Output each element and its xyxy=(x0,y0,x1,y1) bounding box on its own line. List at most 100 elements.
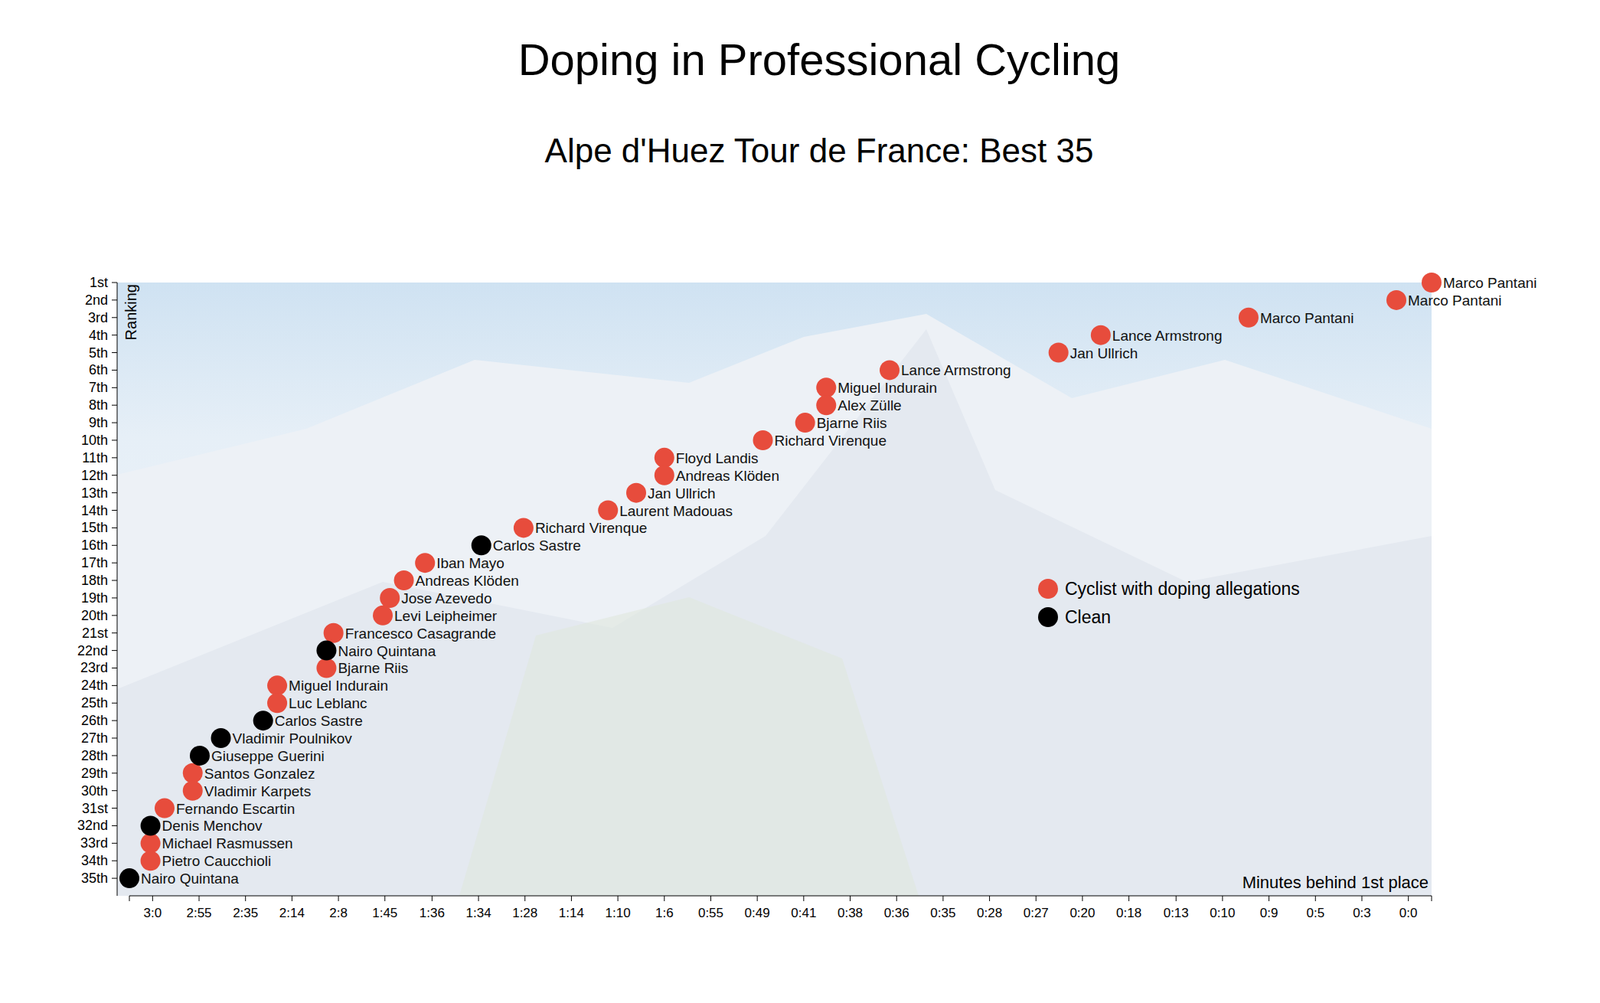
cyclist-name: Andreas Klöden xyxy=(415,572,520,589)
y-tick xyxy=(111,614,118,616)
x-tick-label: 0:10 xyxy=(1209,905,1235,921)
cyclist-name: Michael Rasmussen xyxy=(162,835,294,852)
y-tick-label: 24th xyxy=(81,677,108,693)
cyclist-name: Floyd Landis xyxy=(675,450,759,467)
y-tick xyxy=(111,299,118,301)
y-tick-label: 5th xyxy=(88,345,108,361)
x-tick-label: 0:36 xyxy=(884,905,910,921)
x-axis-line xyxy=(129,895,1432,897)
mountain xyxy=(117,313,1432,896)
x-tick xyxy=(1407,895,1409,902)
cyclist-name: Santos Gonzalez xyxy=(204,765,316,782)
cyclist-name: Miguel Indurain xyxy=(837,379,938,396)
y-tick xyxy=(111,527,118,529)
y-tick-label: 28th xyxy=(81,747,108,764)
x-tick xyxy=(1221,895,1223,902)
subtitle: Alpe d'Huez Tour de France: Best 35 xyxy=(545,131,1094,170)
x-tick-label: 1:36 xyxy=(419,905,445,921)
cyclist-point xyxy=(182,780,203,801)
x-tick-label: 2:35 xyxy=(232,905,258,921)
y-tick xyxy=(111,474,118,476)
cyclist-name: Miguel Indurain xyxy=(288,677,389,694)
y-tick-label: 27th xyxy=(81,730,108,746)
x-tick-label: 3:0 xyxy=(143,905,163,921)
cyclist-point xyxy=(211,728,232,748)
x-tick-label: 0:18 xyxy=(1116,905,1142,921)
x-tick-label: 0:38 xyxy=(837,905,863,921)
y-tick-label: 17th xyxy=(81,555,108,571)
y-tick-label: 6th xyxy=(88,362,108,378)
cyclist-name: Marco Pantani xyxy=(1260,310,1355,327)
cyclist-point xyxy=(140,832,161,853)
x-tick xyxy=(803,895,804,902)
y-tick-label: 34th xyxy=(81,852,108,869)
cyclist-name: Lance Armstrong xyxy=(1112,327,1223,344)
cyclist-point xyxy=(1238,307,1259,328)
x-tick-label: 1:28 xyxy=(512,905,538,921)
cyclist-point xyxy=(654,465,675,486)
x-tick-label: 1:14 xyxy=(558,905,585,921)
legend-label: Cyclist with doping allegations xyxy=(1064,578,1300,599)
y-tick xyxy=(111,562,118,564)
y-tick-label: 23rd xyxy=(80,659,108,676)
axes: 3:02:552:352:142:81:451:361:341:281:141:… xyxy=(77,274,1432,921)
cyclist-name: Carlos Sastre xyxy=(493,537,582,554)
x-tick xyxy=(710,895,712,902)
y-tick xyxy=(111,334,118,336)
x-tick-label: 2:14 xyxy=(279,905,305,921)
y-tick xyxy=(111,404,118,406)
cyclist-name: Francesco Casagrande xyxy=(345,625,497,642)
x-tick-label: 0:3 xyxy=(1352,905,1372,921)
x-tick-label: 2:55 xyxy=(186,905,212,921)
x-tick xyxy=(291,895,293,902)
y-tick-label: 12th xyxy=(81,467,108,484)
y-tick xyxy=(111,492,118,494)
y-tick xyxy=(111,580,118,582)
y-tick xyxy=(111,754,118,756)
cyclist-point xyxy=(189,745,210,766)
cyclist-name: Vladimir Poulnikov xyxy=(232,730,353,747)
cyclist-name: Fernando Escartin xyxy=(176,800,295,817)
y-tick xyxy=(111,649,118,651)
cyclist-point xyxy=(1421,272,1442,293)
y-tick xyxy=(111,807,118,809)
x-tick-label: 0:13 xyxy=(1163,905,1189,921)
cyclist-point xyxy=(816,395,836,415)
cyclist-point xyxy=(626,483,647,503)
cyclist-name: Iban Mayo xyxy=(436,555,505,572)
y-tick xyxy=(111,316,118,318)
x-tick xyxy=(1315,895,1316,902)
x-axis-end xyxy=(129,895,131,902)
y-tick xyxy=(111,685,118,686)
y-tick xyxy=(111,737,118,739)
y-tick xyxy=(111,702,118,704)
cyclist-name: Andreas Klöden xyxy=(675,467,780,484)
y-tick-label: 22nd xyxy=(77,643,108,659)
y-tick-label: 25th xyxy=(81,695,108,711)
cyclist-point xyxy=(1386,290,1407,311)
y-tick xyxy=(111,860,118,862)
x-tick xyxy=(1081,895,1083,902)
x-tick xyxy=(431,895,433,902)
y-tick xyxy=(111,545,118,546)
cyclist-point xyxy=(816,377,836,398)
cyclist-point xyxy=(267,675,288,696)
cyclist-point xyxy=(1090,325,1111,346)
x-tick xyxy=(1175,895,1177,902)
cyclist-name: Marco Pantani xyxy=(1443,274,1538,291)
cyclist-name: Nairo Quintana xyxy=(337,643,436,660)
y-tick-label: 35th xyxy=(81,870,108,886)
y-tick-label: 1st xyxy=(89,274,108,291)
title: Doping in Professional Cycling xyxy=(518,34,1121,85)
cyclist-point xyxy=(119,868,140,889)
y-tick xyxy=(111,720,118,722)
cyclist-point xyxy=(394,570,415,591)
cyclist-name: Carlos Sastre xyxy=(274,712,363,729)
x-tick xyxy=(663,895,665,902)
x-tick-label: 0:41 xyxy=(790,905,817,921)
cyclist-name: Marco Pantani xyxy=(1407,292,1503,309)
y-tick xyxy=(111,667,118,669)
y-tick xyxy=(111,369,118,371)
x-tick xyxy=(617,895,619,902)
x-tick-label: 1:10 xyxy=(605,905,631,921)
